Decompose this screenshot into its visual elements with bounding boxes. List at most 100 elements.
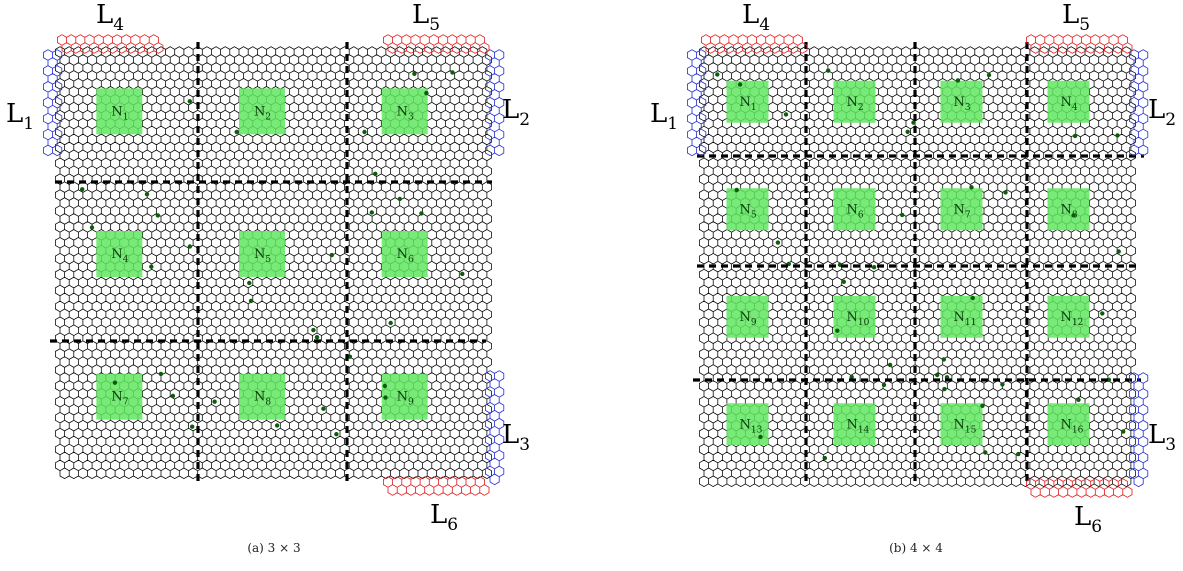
caption-b: (b) 4 × 4 xyxy=(889,541,943,555)
sensor-dot xyxy=(1000,382,1005,387)
sensor-dot xyxy=(89,225,95,230)
region-label-base: N xyxy=(954,95,965,110)
sensor-dot xyxy=(1115,133,1120,138)
region-N5 xyxy=(726,188,769,231)
region-label-sub: 1 xyxy=(751,103,757,113)
region-label-N4: N4 xyxy=(1061,95,1078,113)
sensor-dot xyxy=(1100,311,1105,316)
region-N4 xyxy=(96,231,143,277)
region-label-base: N xyxy=(1061,310,1072,325)
sensor-dot xyxy=(783,112,789,117)
region-N9 xyxy=(726,295,769,338)
sensor-dot xyxy=(911,120,916,125)
sensor-dot xyxy=(775,240,781,245)
lead-cells-L5 xyxy=(1026,34,1133,54)
lead-label-L3: L3 xyxy=(1148,420,1176,455)
region-label-base: N xyxy=(1061,417,1072,432)
region-label-sub: 5 xyxy=(265,255,271,265)
sensor-dot xyxy=(758,434,763,440)
sensor-dot xyxy=(382,383,387,389)
region-N2 xyxy=(833,80,876,123)
sensor-dot xyxy=(941,357,946,362)
region-label-base: N xyxy=(954,310,965,325)
sensor-dot xyxy=(112,380,118,385)
sensor-dot xyxy=(397,196,402,202)
lead-cells-L4 xyxy=(701,34,808,54)
sensor-dots-a xyxy=(80,70,465,437)
region-label-sub: 6 xyxy=(408,255,414,265)
dividers-a xyxy=(50,42,492,484)
sensor-dot xyxy=(1016,451,1021,457)
sensor-dot xyxy=(149,264,154,269)
sensor-dot xyxy=(970,295,975,301)
sensor-dot xyxy=(187,244,193,249)
lead-label-L2: L2 xyxy=(502,95,530,130)
sensor-dot xyxy=(826,68,831,73)
sensor-dot xyxy=(944,375,950,380)
sensor-dot xyxy=(190,424,195,429)
region-N15 xyxy=(940,403,983,446)
region-label-base: N xyxy=(740,417,751,432)
sensor-dot xyxy=(334,432,339,437)
region-label-N1: N1 xyxy=(111,104,128,122)
lead-label-L6: L6 xyxy=(430,500,458,535)
region-label-N7: N7 xyxy=(111,390,128,408)
region-label-N14: N14 xyxy=(847,417,870,435)
lead-label-L4: L4 xyxy=(742,0,770,35)
region-label-N1: N1 xyxy=(740,95,757,113)
sensor-dot xyxy=(144,192,150,197)
sensor-dot xyxy=(170,393,176,399)
sensor-dot xyxy=(955,78,961,83)
region-label-base: N xyxy=(254,390,265,405)
sensor-dot xyxy=(419,211,424,216)
region-label-N4: N4 xyxy=(111,247,128,265)
lead-cells-L3 xyxy=(1129,372,1149,488)
region-label-base: N xyxy=(954,202,965,217)
region-label-base: N xyxy=(740,202,751,217)
lead-label-L4: L4 xyxy=(96,0,124,35)
region-label-sub: 9 xyxy=(408,398,414,408)
region-label-sub: 9 xyxy=(751,318,757,328)
region-label-sub: 14 xyxy=(858,425,870,435)
region-label-sub: 8 xyxy=(265,398,271,408)
region-label-sub: 10 xyxy=(858,318,870,328)
lead-cells-L2 xyxy=(1129,49,1149,157)
sensor-dot xyxy=(1116,249,1121,254)
sensor-dot xyxy=(983,450,988,455)
lead-cells-L3 xyxy=(485,370,505,486)
sensor-dot xyxy=(311,327,316,333)
lead-label-L2: L2 xyxy=(1148,95,1176,130)
region-label-base: N xyxy=(111,390,122,405)
lead-cells-L6 xyxy=(383,476,490,496)
sensor-dot xyxy=(412,71,417,77)
region-label-base: N xyxy=(1061,95,1072,110)
lead-label-L1: L1 xyxy=(650,99,678,134)
region-label-sub: 11 xyxy=(965,318,976,328)
region-N8 xyxy=(1047,188,1090,231)
sensor-dot xyxy=(460,271,465,277)
region-label-base: N xyxy=(740,95,751,110)
sensor-dot xyxy=(935,372,940,378)
lead-cells-a xyxy=(43,34,505,496)
region-label-base: N xyxy=(254,104,265,119)
lead-label-L1: L1 xyxy=(6,99,34,134)
region-label-N5: N5 xyxy=(740,202,757,220)
region-N16 xyxy=(1047,403,1090,446)
region-label-sub: 16 xyxy=(1072,425,1084,435)
sensor-dot xyxy=(969,185,974,190)
region-label-sub: 3 xyxy=(408,112,414,122)
lead-cells-b xyxy=(687,34,1149,498)
sensor-dot xyxy=(841,279,846,284)
region-N3 xyxy=(381,88,428,135)
region-label-base: N xyxy=(397,247,408,262)
region-N9 xyxy=(381,373,428,420)
region-label-N10: N10 xyxy=(847,310,870,328)
region-label-N8: N8 xyxy=(254,390,271,408)
sensor-dot xyxy=(314,335,320,340)
region-N1 xyxy=(96,88,143,135)
lead-label-L5: L5 xyxy=(412,0,440,35)
sensor-dot xyxy=(900,212,905,218)
region-N6 xyxy=(833,188,876,231)
region-label-base: N xyxy=(847,95,858,110)
